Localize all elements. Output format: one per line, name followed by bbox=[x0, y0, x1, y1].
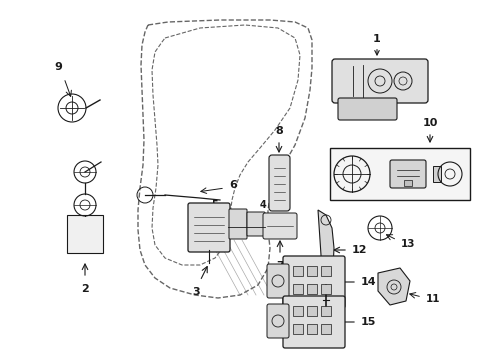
Text: 10: 10 bbox=[422, 118, 437, 128]
FancyBboxPatch shape bbox=[331, 59, 427, 103]
Text: 1: 1 bbox=[372, 34, 380, 55]
Bar bbox=[306, 306, 316, 316]
Bar bbox=[292, 324, 303, 334]
Bar bbox=[320, 306, 330, 316]
Bar bbox=[306, 266, 316, 276]
Text: 13: 13 bbox=[400, 239, 415, 249]
Bar bbox=[292, 266, 303, 276]
FancyBboxPatch shape bbox=[187, 203, 229, 252]
Bar bbox=[432, 166, 440, 182]
Text: 6: 6 bbox=[228, 180, 236, 190]
Bar bbox=[320, 324, 330, 334]
Bar bbox=[67, 215, 103, 253]
Text: 8: 8 bbox=[275, 126, 282, 136]
Bar bbox=[320, 266, 330, 276]
Bar bbox=[320, 284, 330, 294]
FancyBboxPatch shape bbox=[283, 296, 345, 348]
Bar bbox=[403, 180, 411, 186]
Text: 15: 15 bbox=[360, 317, 376, 327]
Bar bbox=[329, 148, 469, 200]
Text: 5: 5 bbox=[211, 200, 218, 210]
Text: 3: 3 bbox=[192, 287, 200, 297]
Bar bbox=[306, 284, 316, 294]
FancyBboxPatch shape bbox=[263, 213, 296, 239]
FancyBboxPatch shape bbox=[283, 256, 345, 308]
Bar bbox=[292, 306, 303, 316]
Text: 12: 12 bbox=[351, 245, 367, 255]
FancyBboxPatch shape bbox=[337, 98, 396, 120]
Text: 2: 2 bbox=[81, 284, 89, 294]
Text: 14: 14 bbox=[360, 277, 376, 287]
Text: 9: 9 bbox=[54, 62, 62, 72]
Text: 11: 11 bbox=[425, 294, 440, 304]
FancyBboxPatch shape bbox=[266, 264, 288, 298]
FancyBboxPatch shape bbox=[228, 209, 246, 239]
Bar bbox=[292, 284, 303, 294]
FancyBboxPatch shape bbox=[389, 160, 425, 188]
Bar bbox=[306, 324, 316, 334]
FancyBboxPatch shape bbox=[246, 212, 264, 236]
Polygon shape bbox=[317, 210, 333, 285]
Text: 4: 4 bbox=[259, 200, 266, 210]
FancyBboxPatch shape bbox=[268, 155, 289, 211]
Polygon shape bbox=[377, 268, 409, 305]
FancyBboxPatch shape bbox=[266, 304, 288, 338]
Text: 7: 7 bbox=[276, 261, 284, 271]
